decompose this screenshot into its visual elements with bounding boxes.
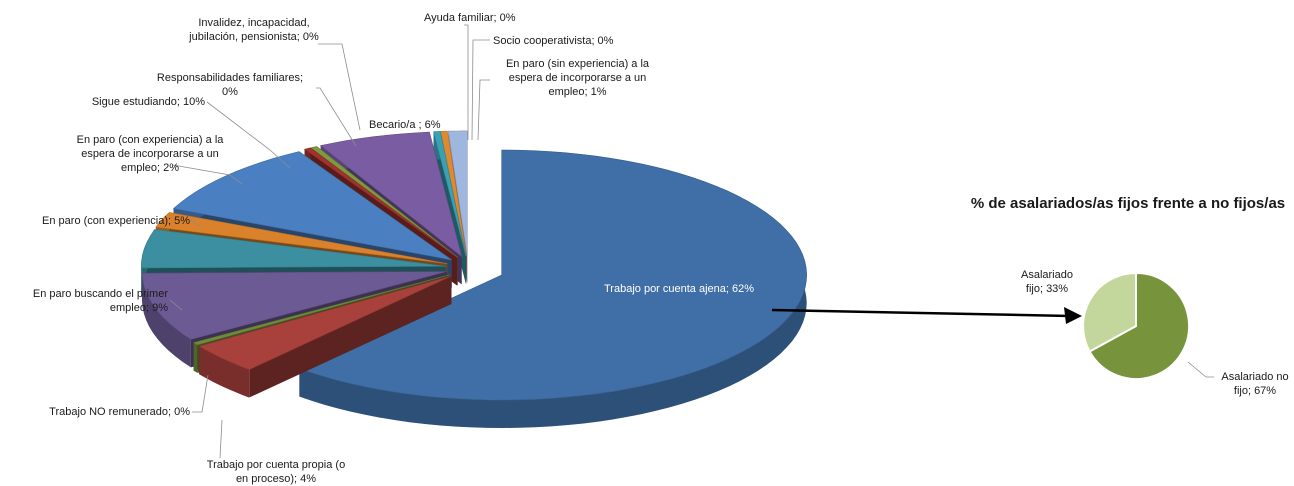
label-cuenta-propia: Trabajo por cuenta propia (o en proceso);… [206,459,346,485]
pie-slice-0 [298,149,808,428]
secondary-leader [1187,361,1214,378]
label-becario: Becario/a ; 6% [369,119,441,131]
slice-wall-2 [193,342,198,373]
leader-line-0 [318,43,361,131]
slice-wall-0 [299,150,807,428]
connector-arrow-line [771,308,1071,318]
slice-top-9 [320,131,463,258]
slice-top-11 [440,130,467,256]
slice-top-0 [298,149,808,401]
secondary-slice-0 [1082,271,1137,353]
slice-top-1 [198,275,452,370]
label-sigue-estudiando: Sigue estudiando; 10% [91,96,205,108]
label-invalidez: Invalidez, incapacidad, jubilación, pensi… [189,17,319,43]
slice-top-8 [310,146,458,258]
slice-top-12 [447,130,468,256]
label-cuenta-ajena: Trabajo por cuenta ajena; 62% [604,283,755,295]
leader-line-3 [172,164,243,185]
slice-top-3 [141,271,447,340]
label-asalariado-no-fijo: Asalariado no fijo; 67% [1221,371,1289,397]
label-paro-primer-empleo: En paro buscando el primer empleo; 9% [32,288,168,314]
slice-top-6 [172,151,452,261]
secondary-slice-1 [1088,271,1191,380]
slice-top-10 [433,131,467,257]
leader-line-9 [471,39,490,141]
leader-line-6 [192,374,209,413]
leader-line-10 [477,79,490,141]
label-ayuda-familiar: Ayuda familiar; 0% [424,12,516,24]
slice-top-2 [192,274,450,346]
pie-slice-1 [198,275,452,398]
connector-arrow-head [1064,307,1082,324]
slice-top-5 [155,212,448,264]
slice-wall-1 [199,346,250,398]
slice-wall-3 [142,273,191,368]
leader-line-8 [464,24,469,140]
leader-line-5 [169,299,183,311]
label-responsabilidades: Responsabilidades familiares; 0% [156,72,304,98]
secondary-chart-title: % de asalariados/as fijos frente a no fi… [970,195,1286,212]
label-paro-experiencia: En paro (con experiencia); 5% [42,215,190,227]
slice-top-7 [303,147,458,258]
label-paro-sin-exp: En paro (sin experiencia) a la espera de … [505,58,650,98]
leader-line-4 [189,219,201,227]
leader-line-1 [316,87,357,147]
label-no-remunerado: Trabajo NO remunerado; 0% [49,406,190,418]
leader-line-2 [206,101,291,169]
slice-top-4 [140,229,447,269]
label-paro-exp-espera: En paro (con experiencia) a la espera de … [76,134,224,174]
label-asalariado-fijo: Asalariado fijo; 33% [1021,269,1073,295]
label-socio-cooperativista: Socio cooperativista; 0% [493,35,614,47]
leader-line-7 [219,419,223,459]
